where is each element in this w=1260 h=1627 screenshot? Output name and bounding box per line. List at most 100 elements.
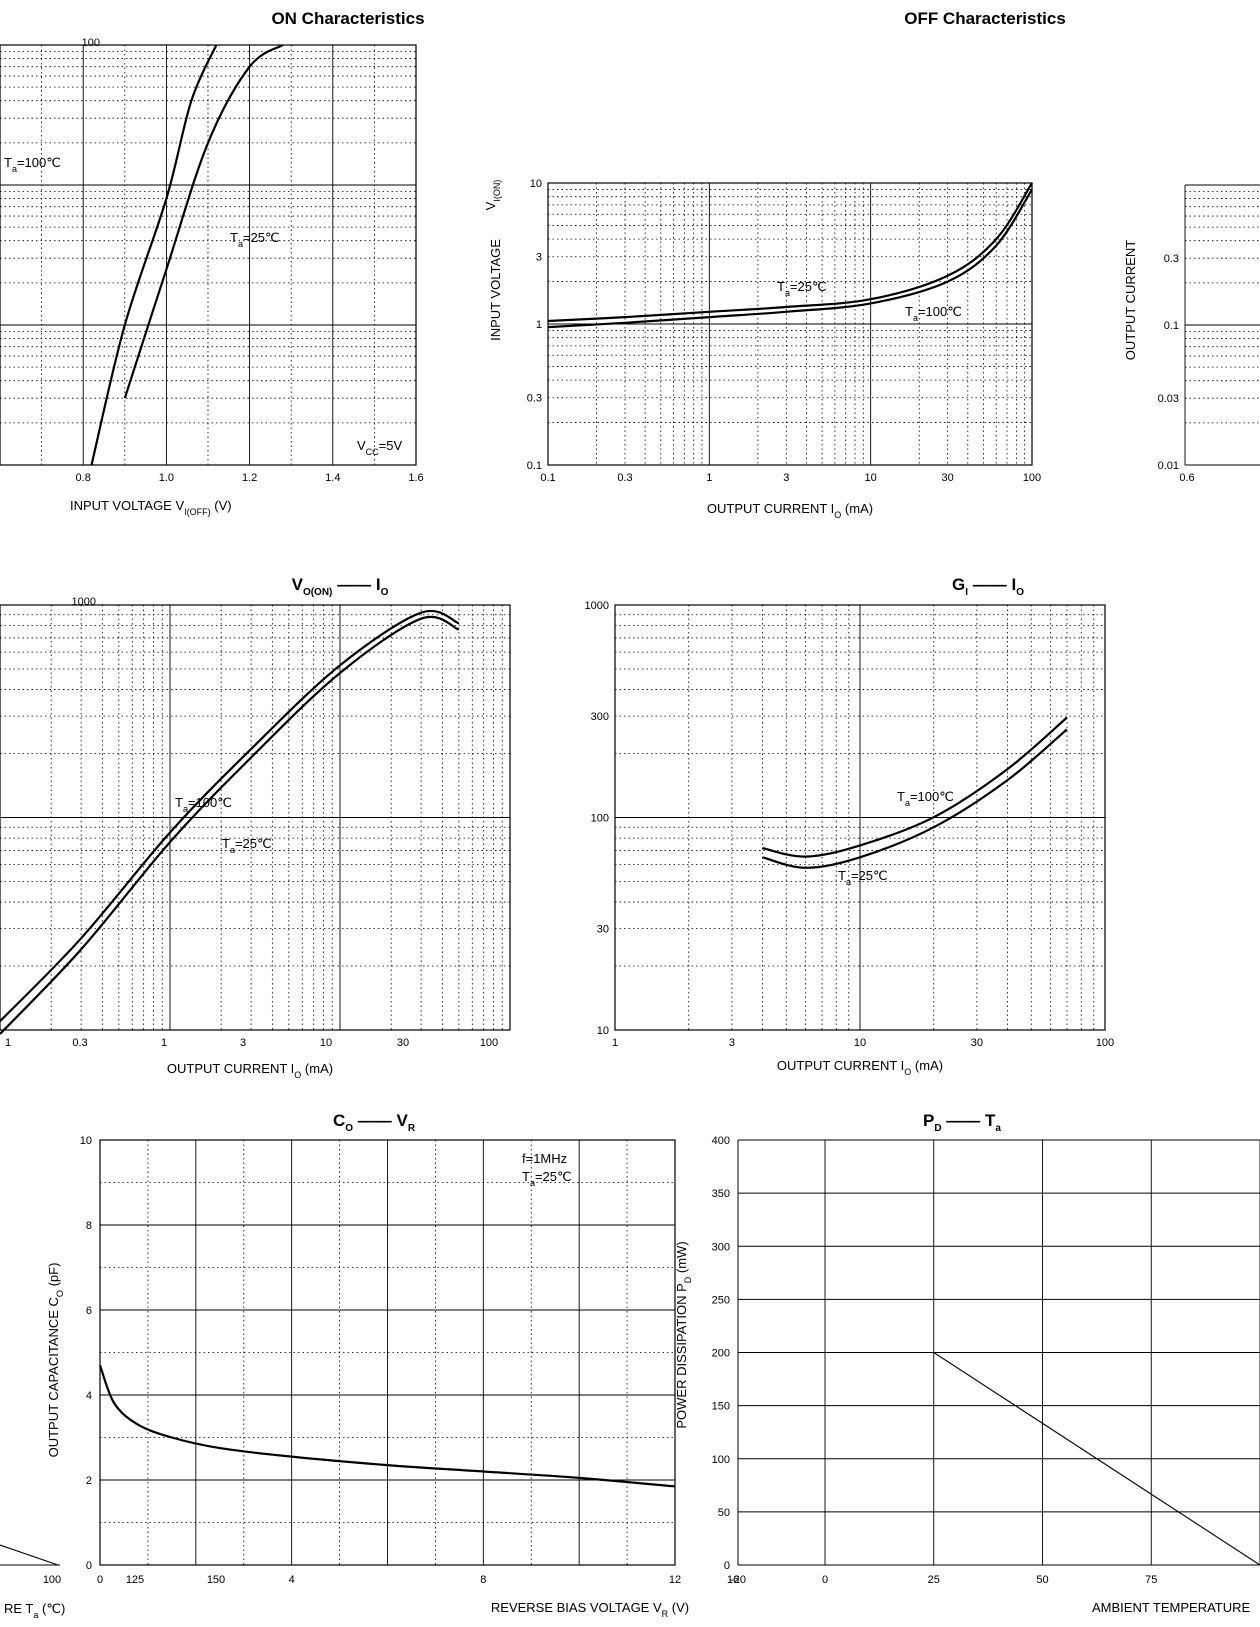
gi-curve-t100 [762, 716, 1068, 858]
annotation-freq: f=1MHz [522, 1151, 567, 1166]
y-axis-label-sub: O [55, 1290, 65, 1297]
y-axis-label-sub: D [683, 1276, 693, 1283]
annotation-t25-rest: =25℃ [243, 230, 280, 245]
annotation-t100-sub: a [12, 164, 17, 174]
annotation-t25-main: T [230, 230, 238, 245]
chart-title-part: —— [353, 1111, 396, 1130]
y-axis-label-rest: (pF) [46, 1263, 61, 1290]
annotation-t25: Ta=25℃ [522, 1169, 572, 1188]
y-tick-label: 4 [86, 1390, 92, 1402]
annotation-t100: Ta=100℃ [905, 304, 962, 323]
chart-title-part: —— [968, 575, 1011, 594]
y-axis-label: OUTPUT CURRENT [1123, 240, 1138, 360]
annotation-t25-sub: a [238, 239, 243, 249]
chart-title-part: V [396, 1111, 408, 1130]
y-tick-label: 2 [86, 1475, 92, 1487]
chart-title-part: I [376, 575, 381, 594]
x-tick-label: 30 [971, 1037, 983, 1049]
off-output-current-chart: 0.01 0.03 0.1 0.3 0.6 OUTPUT CURRENT [1123, 184, 1260, 484]
y-tick-label: 10 [530, 178, 542, 190]
co-curve [98, 1364, 676, 1488]
chart-title-part: O [1016, 587, 1024, 598]
x-tick-label: 0.8 [76, 472, 91, 484]
annotation-t100: Ta=100℃ [4, 155, 61, 174]
annotation-t25-sub: a [230, 845, 235, 855]
annotation-t100-rest: =100℃ [188, 795, 232, 810]
chart-title-part: —— [332, 575, 375, 594]
x-tick-label: 30 [942, 472, 954, 484]
title-on-characteristics: ON Characteristics [271, 9, 424, 28]
x-axis-label: OUTPUT CURRENT IO (mA) [777, 1058, 943, 1077]
chart-title: VO(ON) —— IO [292, 575, 389, 598]
x-axis-label: INPUT VOLTAGE VI(OFF) (V) [70, 498, 232, 517]
chart-title: CO —— VR [333, 1111, 416, 1134]
annotation-t25-sub: a [846, 877, 851, 887]
y-tick-label: 10 [597, 1025, 609, 1037]
annotation-t100-rest: =100℃ [910, 789, 954, 804]
on-curve-t25 [123, 44, 284, 399]
y-tick-label: 300 [591, 711, 609, 723]
chart-title-part: O [381, 587, 389, 598]
vin-curve-t100 [547, 188, 1033, 329]
y-tick-label: 0.01 [1158, 460, 1179, 472]
x-tick-label: 1 [706, 472, 712, 484]
x-tick-label: 75 [1145, 1574, 1157, 1586]
vo-curve-t25 [0, 615, 460, 1035]
y-axis-label: POWER DISSIPATION PD (mW) [674, 1241, 693, 1428]
chart-title-part: O(ON) [303, 587, 332, 598]
annotation-t25-sub: a [530, 1178, 535, 1188]
annotation-t100: Ta=100℃ [897, 789, 954, 808]
x-axis-label: AMBIENT TEMPERATURE [1092, 1600, 1251, 1615]
x-tick-label: 3 [240, 1037, 246, 1049]
x-axis-label-rest: (V) [211, 498, 232, 513]
x-tick-label: 150 [207, 1574, 225, 1586]
y-axis-label: OUTPUT CAPACITANCE CO (pF) [46, 1263, 65, 1458]
x-tick-label: 1.4 [325, 472, 340, 484]
annotation-t100-rest: =100℃ [17, 155, 61, 170]
chart-title: PD —— Ta [923, 1111, 1001, 1134]
x-axis-label: OUTPUT CURRENT IO (mA) [167, 1061, 333, 1080]
x-axis-label-rest: (℃) [38, 1601, 65, 1616]
y-tick-label: 0.1 [527, 460, 542, 472]
annotation-t25-rest: =25℃ [535, 1169, 572, 1184]
x-tick-label: 0.1 [540, 472, 555, 484]
x-tick-label: 10 [854, 1037, 866, 1049]
input-voltage-vs-output-current-chart: 0.1 0.3 1 3 10 30 100 0.1 0.3 1 3 10 OUTPUT CURRENT … [483, 178, 1041, 520]
x-tick-label: 12 [669, 1574, 681, 1586]
on-curve-t100 [90, 44, 218, 466]
annotation-vcc: VCC=5V [357, 438, 402, 457]
x-tick-label: 1 [161, 1037, 167, 1049]
partial-line [0, 1544, 59, 1566]
x-tick-label: 50 [1036, 1574, 1048, 1586]
annotation-vcc-rest: =5V [379, 438, 403, 453]
y-axis-symbol: VI(ON) [483, 180, 502, 211]
y-tick-label: 100 [712, 1454, 730, 1466]
x-axis-label-sub: O [834, 510, 841, 520]
y-tick-label: 8 [86, 1220, 92, 1232]
y-tick-label: 100 [591, 813, 609, 825]
y-axis-label: INPUT VOLTAGE [488, 239, 503, 341]
chart-title-part: I [965, 587, 968, 598]
chart-title-part: O [345, 1123, 353, 1134]
annotation-t25-main: T [222, 836, 230, 851]
y-axis-symbol-main: V [483, 201, 498, 210]
x-tick-label: 100 [1023, 472, 1041, 484]
y-tick-label: 0.3 [1164, 253, 1179, 265]
x-axis-label-main: RE T [4, 1601, 33, 1616]
y-tick-label: 0 [724, 1560, 730, 1572]
x-tick-label: 1.2 [242, 472, 257, 484]
annotation-t25-rest: =25℃ [851, 868, 888, 883]
annotation-t100-main: T [905, 304, 913, 319]
x-tick-label: 1 [5, 1037, 11, 1049]
annotation-t100-sub: a [913, 313, 918, 323]
y-axis-symbol-sub: I(ON) [492, 180, 502, 202]
y-tick-label: 0 [86, 1560, 92, 1572]
x-tick-label: 0.3 [617, 472, 632, 484]
annotation-t25: Ta=25℃ [222, 836, 272, 855]
y-tick-label: 350 [712, 1188, 730, 1200]
y-tick-label: 0.3 [527, 393, 542, 405]
chart-title-part: T [985, 1111, 996, 1130]
